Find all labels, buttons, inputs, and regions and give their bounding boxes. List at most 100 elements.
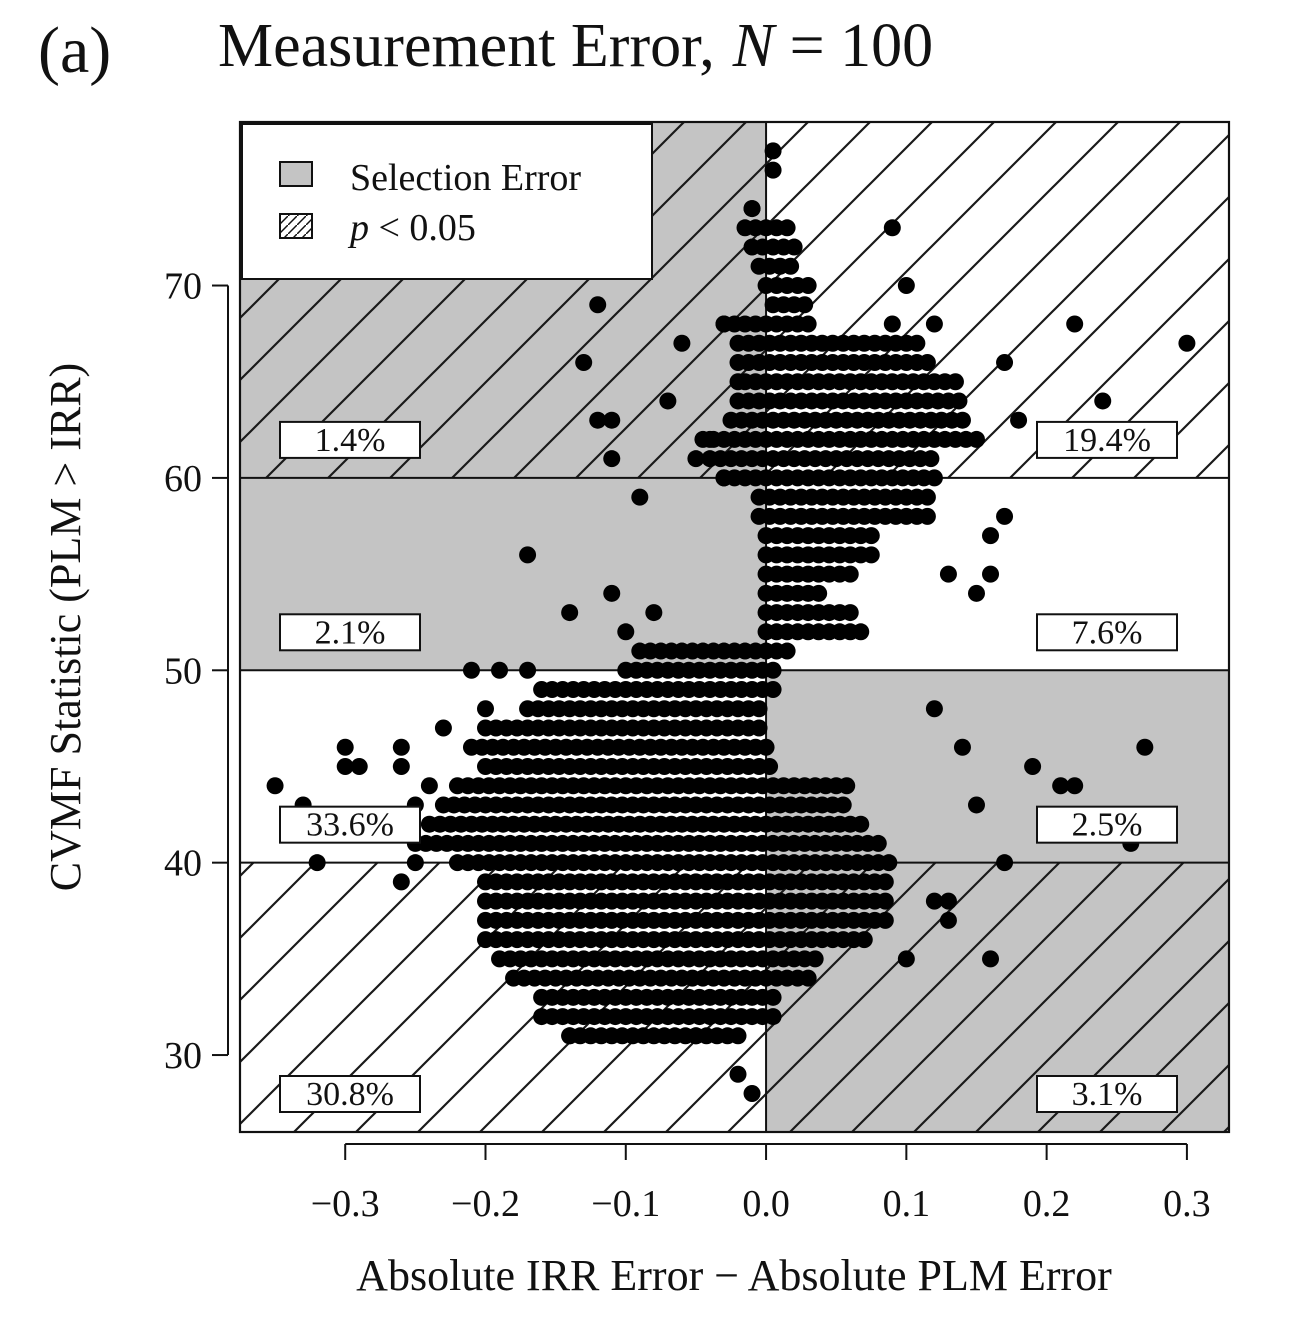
data-point [939, 565, 957, 583]
data-point [810, 584, 828, 602]
regions-layer [240, 122, 1229, 1132]
x-tick-label: −0.3 [311, 1183, 380, 1225]
data-point [876, 911, 894, 929]
region-label-text-7: 3.1% [1072, 1076, 1143, 1113]
data-point [967, 584, 985, 602]
data-point [799, 315, 817, 333]
data-point [589, 411, 607, 429]
data-point [925, 700, 943, 718]
data-point [883, 219, 901, 237]
data-point [764, 988, 782, 1006]
data-point [757, 738, 775, 756]
data-point [764, 661, 782, 679]
data-point [673, 334, 691, 352]
data-point [1066, 315, 1084, 333]
data-point [729, 1065, 747, 1083]
data-point [350, 757, 368, 775]
data-point [841, 565, 859, 583]
region-label-text-0: 1.4% [315, 422, 386, 459]
data-point [1052, 777, 1070, 795]
x-tick-label: −0.2 [451, 1183, 520, 1225]
data-point [420, 777, 438, 795]
region-label-1: 19.4% [1036, 420, 1178, 459]
data-point [1136, 738, 1154, 756]
data-point [918, 353, 936, 371]
region-label-3: 7.6% [1036, 613, 1178, 652]
data-point [308, 854, 326, 872]
data-point [603, 411, 621, 429]
data-point [687, 1027, 705, 1045]
data-point [862, 527, 880, 545]
data-point [925, 469, 943, 487]
data-point [631, 488, 649, 506]
data-point [729, 373, 747, 391]
legend-p-threshold: < 0.05 [369, 207, 476, 249]
region-label-text-1: 19.4% [1063, 422, 1151, 459]
x-axis: −0.3 −0.2 −0.1 0.0 0.1 0.2 0.3 [311, 1143, 1211, 1225]
panel-label: (a) [38, 14, 111, 87]
x-axis-label: Absolute IRR Error − Absolute PLM Error [356, 1251, 1112, 1300]
data-point [785, 238, 803, 256]
legend-label-significance: p < 0.05 [347, 207, 476, 249]
data-point [1066, 777, 1084, 795]
data-point [908, 334, 926, 352]
data-point [862, 546, 880, 564]
data-point [764, 161, 782, 179]
data-point [880, 854, 898, 872]
region-label-4: 33.6% [279, 805, 421, 844]
data-point [838, 777, 856, 795]
data-point [764, 142, 782, 160]
data-point [967, 430, 985, 448]
data-point [476, 700, 494, 718]
data-point [852, 815, 870, 833]
data-point [750, 719, 768, 737]
region-label-text-4: 33.6% [306, 807, 394, 844]
x-tick-label: 0.1 [883, 1183, 931, 1225]
data-point [778, 219, 796, 237]
data-point [603, 450, 621, 468]
data-point [855, 931, 873, 949]
data-point [715, 315, 733, 333]
data-point [336, 738, 354, 756]
data-point [589, 296, 607, 314]
title-equation: = 100 [774, 12, 933, 80]
region-label-5: 2.5% [1036, 805, 1178, 844]
data-point [519, 661, 537, 679]
y-tick-label: 40 [164, 843, 202, 885]
data-point [701, 430, 719, 448]
data-point [1024, 757, 1042, 775]
data-point [925, 315, 943, 333]
data-point [922, 450, 940, 468]
data-point [996, 353, 1014, 371]
data-point [834, 796, 852, 814]
data-point [799, 277, 817, 295]
y-axis-label: CVMF Statistic (PLM > IRR) [41, 363, 90, 891]
legend: Selection Error p < 0.05 [241, 123, 653, 280]
region-label-box-5 [1036, 805, 1178, 844]
plot-frame [238, 120, 1231, 1134]
data-point [939, 911, 957, 929]
region-label-text-3: 7.6% [1072, 614, 1143, 651]
data-point [869, 834, 887, 852]
data-point [729, 1027, 747, 1045]
region-label-box-4 [279, 805, 421, 844]
data-point [617, 623, 635, 641]
data-point [918, 507, 936, 525]
data-point [796, 296, 814, 314]
data-point [939, 892, 957, 910]
data-point [715, 469, 733, 487]
data-point [897, 277, 915, 295]
region-label-box-6 [279, 1075, 421, 1113]
y-tick-label: 50 [164, 650, 202, 692]
data-point [967, 796, 985, 814]
region-label-box-0 [279, 420, 421, 459]
data-point [561, 1027, 579, 1045]
data-point [953, 738, 971, 756]
y-tick-label: 60 [164, 458, 202, 500]
data-point [1178, 334, 1196, 352]
data-point [799, 969, 817, 987]
data-point [659, 392, 677, 410]
region-label-box-1 [1036, 420, 1178, 459]
data-point [778, 642, 796, 660]
data-point [743, 200, 761, 218]
